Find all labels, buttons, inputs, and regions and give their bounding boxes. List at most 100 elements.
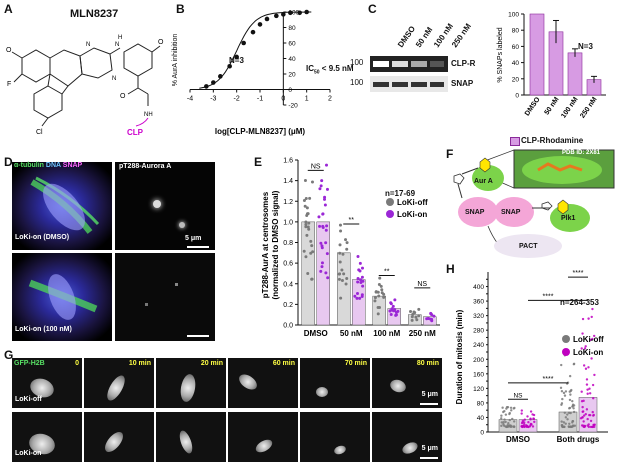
data-point-e: [304, 196, 308, 200]
data-point-h: [532, 417, 535, 420]
data-point-h: [566, 413, 569, 416]
data-point-h: [587, 425, 591, 429]
sig-label-h-2: ****: [543, 376, 554, 383]
pt288-chart: 0.0 0.2 0.4 0.6 0.8 1.0 1.2 1.4 1.6 DMSO 50 nM 100 …: [261, 158, 440, 338]
time-label: 80 min: [416, 360, 439, 367]
y-tick-label-b: 20: [288, 72, 296, 79]
bar-e: [316, 221, 330, 326]
data-point-h: [587, 366, 590, 369]
data-point-h: [572, 410, 576, 414]
time-label: 0: [75, 360, 79, 367]
data-point-e: [396, 309, 400, 313]
sig-label-h-1: NS: [513, 392, 523, 399]
y-axis-label-e-1: pT288-AurA at centrosomes: [261, 191, 270, 298]
data-point-e: [377, 282, 381, 286]
data-point-b: [297, 10, 302, 16]
data-point-h: [560, 402, 564, 405]
data-point-e: [310, 180, 314, 184]
data-point-h: [561, 424, 564, 427]
data-point-h: [560, 420, 563, 423]
data-point-h: [592, 397, 595, 400]
channel-gfp-h2b: GFP-H2B: [14, 360, 45, 367]
x-tick-label-b: -2: [234, 96, 240, 103]
y-tick-label-e: 0.4: [283, 281, 293, 288]
timelapse-tile: LoKi-on: [12, 412, 82, 462]
n-label-c: N=3: [578, 42, 593, 51]
time-label: 60 min: [272, 360, 295, 367]
data-point-b: [204, 84, 209, 89]
channel-labels: α-tubulin DNA SNAP: [14, 162, 82, 169]
data-point-b: [274, 13, 279, 19]
data-point-e: [342, 272, 346, 276]
data-point-e: [374, 290, 378, 294]
data-point-e: [373, 296, 377, 300]
data-point-e: [304, 220, 308, 224]
data-point-b: [281, 12, 286, 17]
gel-label-dmso: DMSO: [396, 24, 418, 50]
data-point-e: [303, 179, 307, 183]
data-point-h: [500, 417, 503, 420]
data-point-h: [569, 425, 572, 428]
chromatin-blob: [101, 428, 127, 456]
data-point-h: [503, 409, 506, 413]
legend-label-off-e: LoKi-off: [397, 198, 428, 207]
data-point-h: [566, 418, 569, 421]
data-point-e: [360, 275, 364, 279]
data-point-h: [572, 363, 576, 366]
data-point-e: [409, 310, 413, 314]
data-point-e: [426, 317, 430, 321]
y-tick-label-h: 80: [477, 400, 485, 407]
data-point-h: [523, 423, 526, 426]
data-point-h: [588, 392, 592, 395]
chromatin-blob: [388, 377, 408, 395]
data-point-e: [355, 292, 359, 296]
data-point-h: [569, 393, 572, 396]
row-label-loki-on: LoKi-on: [15, 450, 42, 457]
panel-label-a: A: [4, 2, 13, 16]
data-point-h: [526, 415, 529, 418]
data-point-e: [358, 296, 362, 300]
scale-bar-g: [420, 457, 438, 459]
snap-labeling-chart: 0 20 40 60 80 100 DMSO 50 nM 100 nM 250 nM % SNAPs…: [497, 12, 606, 120]
gel-lane-labels: DMSO 50 nM 100 nM 250 nM: [396, 14, 473, 58]
legend-swatch-clp: [510, 137, 520, 146]
x-tick-label-c: DMSO: [524, 96, 542, 118]
chromatin-blob: [400, 440, 420, 456]
data-point-h: [587, 317, 590, 320]
y-tick-label-b: 60: [288, 41, 296, 48]
pact-label: PACT: [519, 243, 538, 250]
data-point-e: [412, 310, 416, 314]
data-point-h: [562, 421, 566, 424]
data-point-e: [308, 196, 312, 200]
y-tick-label-e: 0.0: [283, 323, 293, 330]
scale-bar-d: [187, 246, 209, 248]
snap-label-1: SNAP: [465, 209, 485, 216]
data-point-e: [310, 244, 314, 248]
data-point-e: [305, 206, 309, 210]
data-point-e: [388, 309, 392, 313]
data-point-h: [592, 334, 596, 338]
gel-mw-1: 100: [350, 58, 364, 67]
data-point-e: [340, 279, 344, 283]
data-point-e: [338, 251, 342, 255]
timelapse-tile: 60 min: [228, 358, 298, 408]
data-point-e: [414, 315, 418, 319]
y-tick-label-e: 1.0: [283, 219, 293, 226]
data-point-h: [564, 390, 568, 393]
data-point-e: [361, 279, 365, 283]
y-tick-label-h: 280: [473, 328, 484, 335]
data-point-h: [502, 420, 505, 424]
data-point-b: [264, 16, 270, 22]
x-tick-label-b: -4: [187, 96, 193, 103]
data-point-e: [361, 284, 365, 288]
data-point-h: [520, 409, 524, 412]
y-tick-label-h: 160: [473, 371, 484, 378]
data-point-e: [337, 277, 341, 281]
data-point-h: [588, 387, 591, 390]
legend-label-on-e: LoKi-on: [397, 210, 427, 219]
data-point-h: [564, 422, 567, 425]
data-point-h: [562, 391, 566, 395]
data-point-h: [585, 378, 589, 381]
y-tick-label-e: 1.2: [283, 199, 293, 206]
data-point-e: [429, 311, 433, 315]
